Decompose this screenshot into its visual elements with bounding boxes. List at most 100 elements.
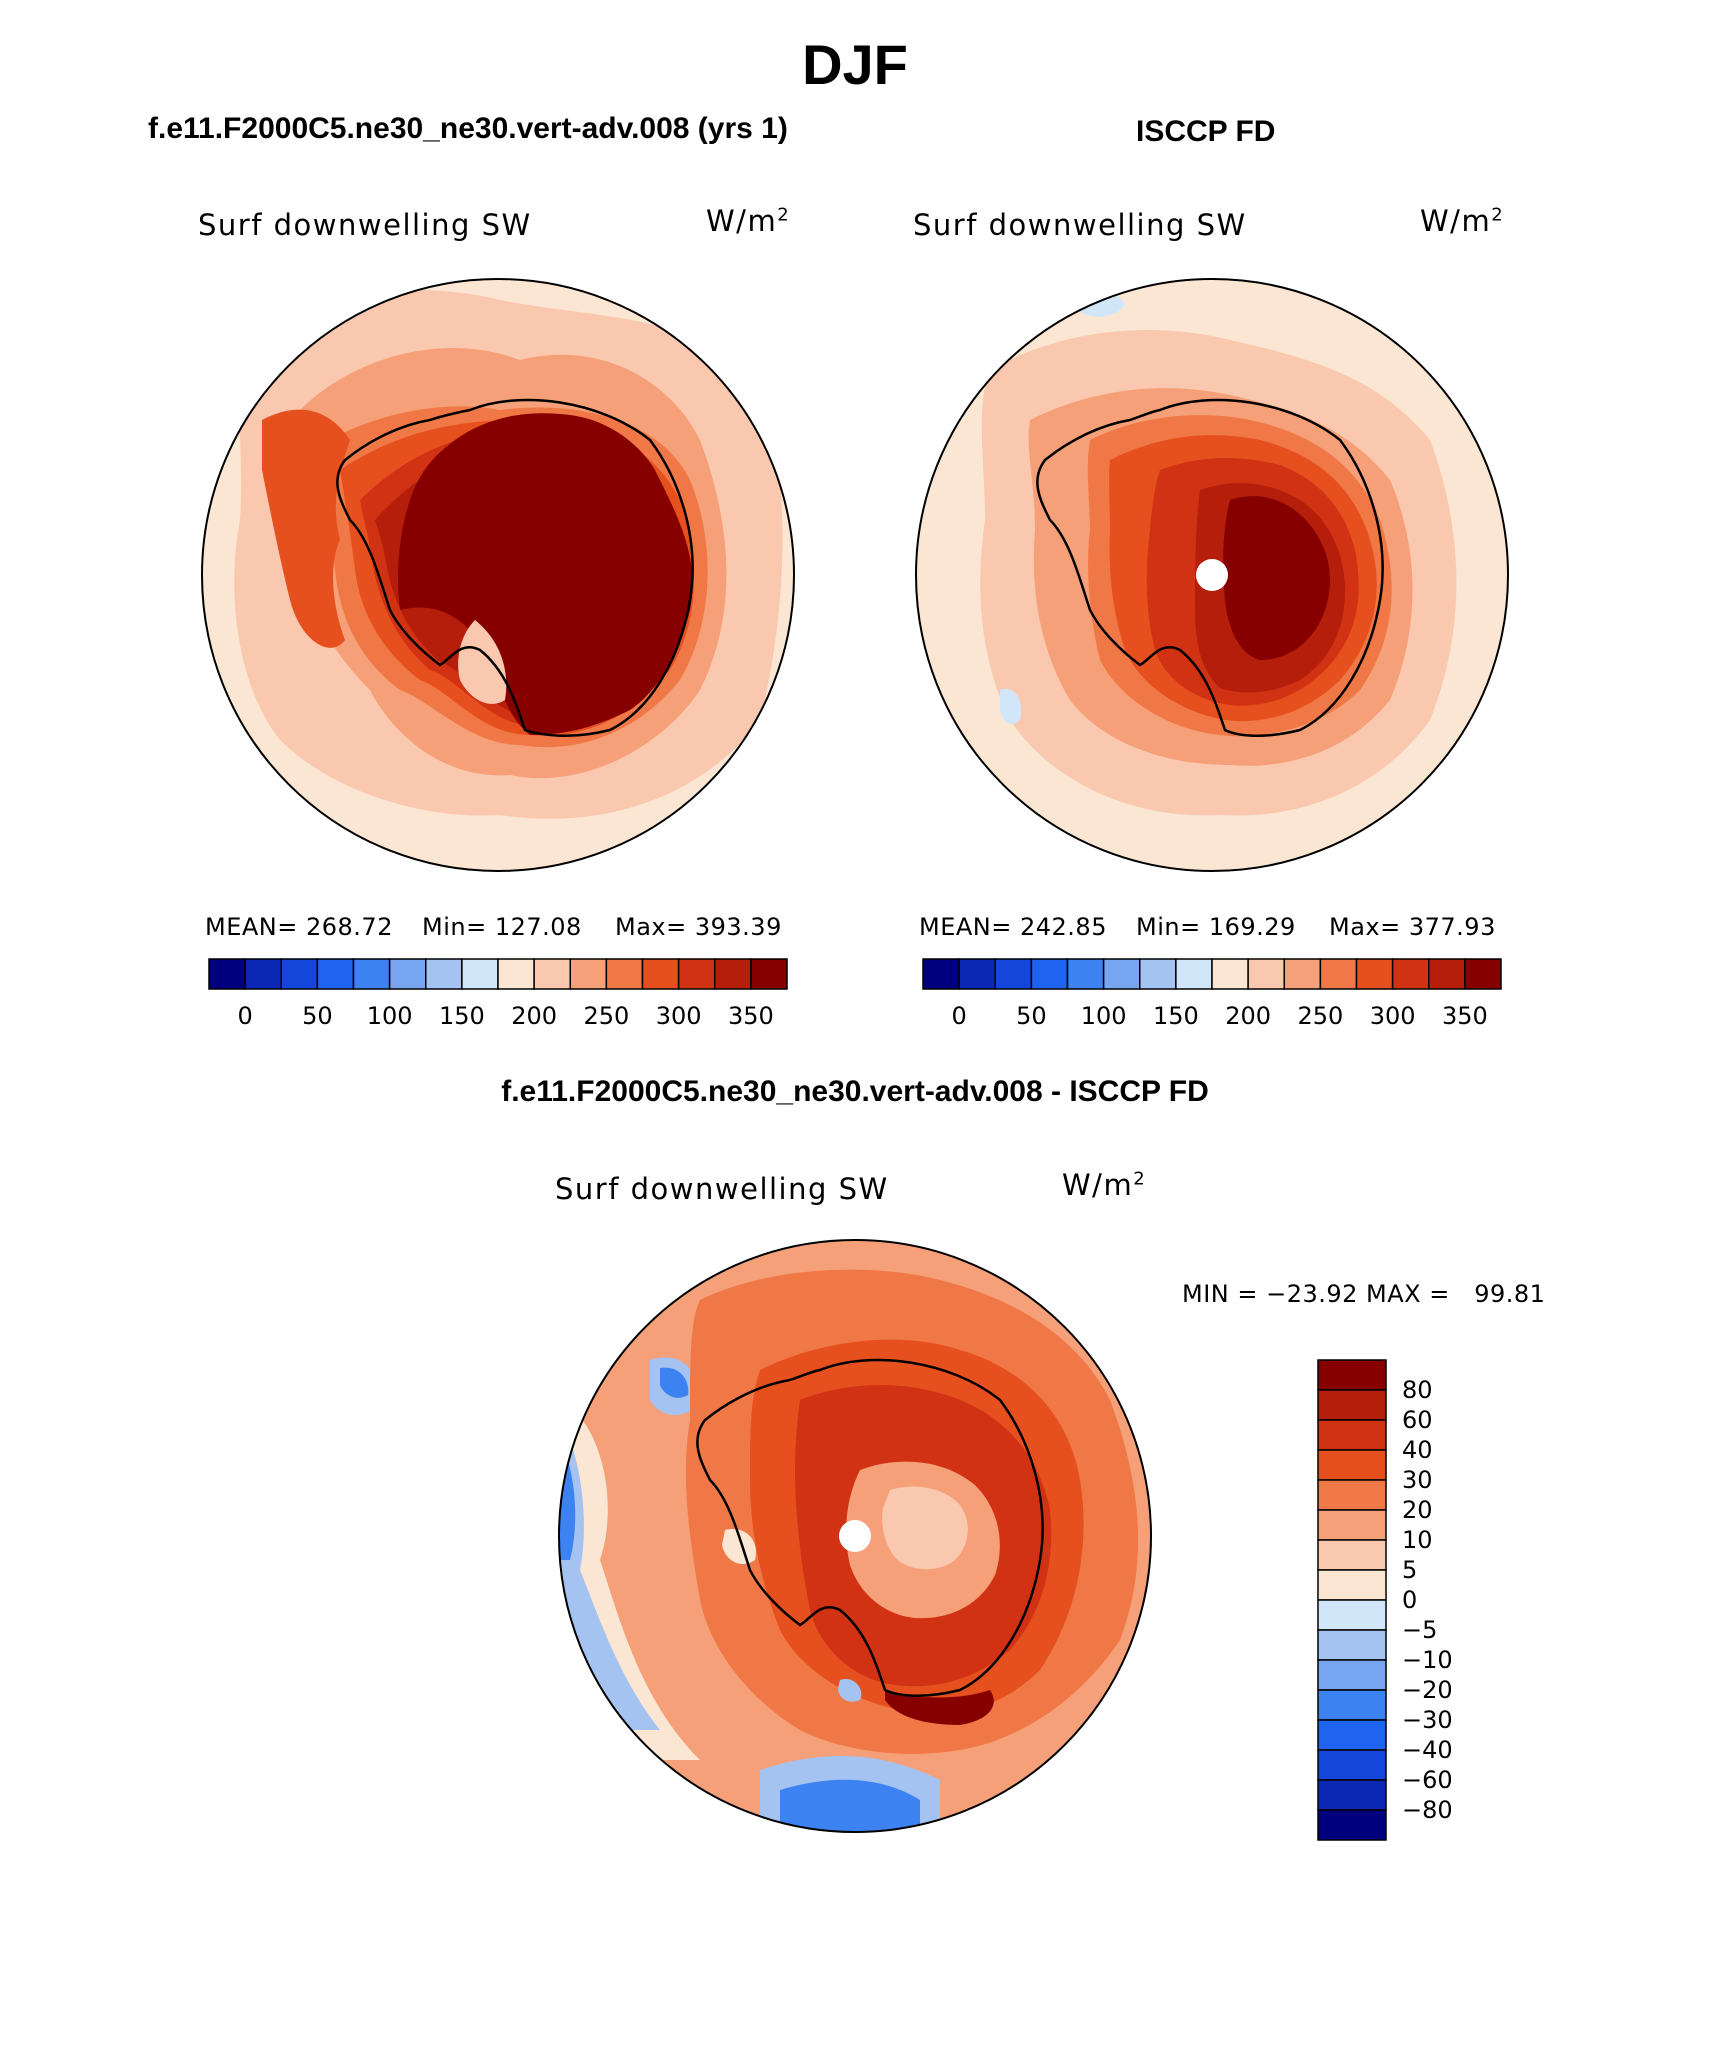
map-3-negative-patch-2 <box>660 1367 689 1398</box>
colorbar-difference-tick-label: 80 <box>1402 1376 1433 1404</box>
panel-1-units: W/m2 <box>706 204 790 238</box>
colorbar-obs-swatch <box>1175 958 1213 990</box>
colorbar-model-tick-label: 250 <box>583 1002 629 1030</box>
colorbar-obs-tick-label: 200 <box>1225 1002 1271 1030</box>
panel-2-variable-label: Surf downwelling SW <box>913 208 1247 242</box>
colorbar-difference-tick-label: −30 <box>1402 1706 1453 1734</box>
colorbar-model-swatch <box>497 958 535 990</box>
colorbar-obs-swatch <box>994 958 1033 990</box>
colorbar-model-tick-label: 350 <box>728 1002 774 1030</box>
panel-1-min: Min= 127.08 <box>422 913 582 941</box>
colorbar-obs-swatch <box>1211 958 1249 990</box>
colorbar-difference-swatch <box>1317 1629 1387 1661</box>
map-3-center-lower <box>882 1486 968 1570</box>
map-2-pole-missing <box>1196 559 1228 591</box>
figure-title: DJF <box>802 33 908 96</box>
panel-3-case-title: f.e11.F2000C5.ne30_ne30.vert-adv.008 - I… <box>501 1075 1209 1108</box>
map-2-contour-375 <box>1223 496 1330 660</box>
map-1-ross-sea <box>458 620 507 704</box>
panel-2-mean: MEAN= 242.85 <box>919 913 1107 941</box>
colorbar-difference-swatch <box>1317 1809 1387 1841</box>
colorbar-model-swatch <box>750 958 788 990</box>
map-3-contour-neg10 <box>560 1420 660 1730</box>
colorbar-difference-swatch <box>1317 1749 1387 1781</box>
map-3-contour-80 <box>885 1690 994 1725</box>
panel-1-max: Max= 393.39 <box>615 913 782 941</box>
colorbar-model-tick-label: 0 <box>237 1002 252 1030</box>
map-2-border <box>915 278 1509 872</box>
panel-2-units-sup: 2 <box>1491 204 1505 226</box>
colorbar-obs: 0 50 100 150 200 250 300 350 <box>922 958 1502 1030</box>
colorbar-obs-tick-label: 350 <box>1442 1002 1488 1030</box>
colorbar-difference-tick-label: −80 <box>1402 1796 1453 1824</box>
colorbar-difference-tick-label: −5 <box>1402 1616 1437 1644</box>
colorbar-difference-tick-label: −20 <box>1402 1676 1453 1704</box>
colorbar-obs-swatch <box>922 958 960 990</box>
map-2-antarctica-coastline <box>1036 398 1384 738</box>
panel-1-case-title: f.e11.F2000C5.ne30_ne30.vert-adv.008 (yr… <box>148 112 788 145</box>
panel-2-max: Max= 377.93 <box>1329 913 1496 941</box>
colorbar-model-tick-label: 50 <box>302 1002 333 1030</box>
colorbar-model-swatch <box>714 958 752 990</box>
colorbar-obs-tick-label: 100 <box>1081 1002 1127 1030</box>
colorbar-model-swatch <box>352 958 391 990</box>
colorbar-difference-tick-label: −10 <box>1402 1646 1453 1674</box>
colorbar-difference-swatch <box>1317 1539 1387 1571</box>
colorbar-obs-swatch <box>1464 958 1502 990</box>
colorbar-model-swatch <box>569 958 608 990</box>
colorbar-difference-swatch <box>1317 1449 1387 1481</box>
colorbar-model-swatch <box>425 958 463 990</box>
colorbar-obs-swatch <box>1066 958 1105 990</box>
colorbar-model-swatch <box>533 958 571 990</box>
panel-1-units-sup: 2 <box>777 204 791 226</box>
colorbar-difference-tick-label: −60 <box>1402 1766 1453 1794</box>
colorbar-difference-swatch <box>1317 1719 1387 1751</box>
map-3-border <box>558 1239 1152 1833</box>
map-1-contour-375 <box>398 413 693 735</box>
colorbar-difference-swatch <box>1317 1509 1387 1541</box>
colorbar-model-tick-label: 100 <box>367 1002 413 1030</box>
colorbar-obs-swatch <box>1428 958 1466 990</box>
panel-2-case-title: ISCCP FD <box>1136 115 1276 148</box>
panel-1-units-text: W/m <box>706 204 778 238</box>
colorbar-model-swatch <box>461 958 499 990</box>
colorbar-model-swatch <box>641 958 680 990</box>
colorbar-model-swatch <box>280 958 319 990</box>
map-model <box>202 279 794 871</box>
colorbar-obs-swatch <box>1355 958 1394 990</box>
map-3-pole-missing <box>839 1520 871 1552</box>
colorbar-difference-swatch <box>1317 1779 1387 1811</box>
colorbar-difference-tick-label: −40 <box>1402 1736 1453 1764</box>
panel-3-variable-label: Surf downwelling SW <box>555 1172 889 1206</box>
panel-2-units: W/m2 <box>1420 204 1504 238</box>
colorbar-difference-tick-label: 0 <box>1402 1586 1417 1614</box>
colorbar-difference-tick-label: 20 <box>1402 1496 1433 1524</box>
colorbar-obs-swatch <box>1030 958 1069 990</box>
colorbar-obs-tick-label: 0 <box>951 1002 966 1030</box>
colorbar-model-swatch <box>388 958 427 990</box>
map-3-antarctica-coastline <box>696 1358 1044 1698</box>
map-2-negative-patch-2 <box>999 689 1022 724</box>
map-1-antarctica-coastline <box>336 398 694 738</box>
colorbar-difference-swatch <box>1317 1419 1387 1451</box>
colorbar-model-swatch <box>244 958 282 990</box>
colorbar-difference-swatch <box>1317 1659 1387 1691</box>
colorbar-obs-swatch <box>1283 958 1322 990</box>
panel-3-units-text: W/m <box>1062 1168 1134 1202</box>
panel-2-units-text: W/m <box>1420 204 1492 238</box>
panel-3-units: W/m2 <box>1062 1168 1146 1202</box>
colorbar-difference-tick-label: 40 <box>1402 1436 1433 1464</box>
colorbar-difference-tick-label: 5 <box>1402 1556 1417 1584</box>
map-obs <box>916 279 1508 871</box>
panel-1-mean: MEAN= 268.72 <box>205 913 393 941</box>
colorbar-obs-tick-label: 50 <box>1016 1002 1047 1030</box>
colorbar-model-swatch <box>208 958 246 990</box>
panel-1-variable-label: Surf downwelling SW <box>198 208 532 242</box>
colorbar-obs-tick-label: 300 <box>1370 1002 1416 1030</box>
colorbar-difference-swatch <box>1317 1569 1387 1601</box>
panel-3-minmax: MIN = −23.92 MAX = 99.81 <box>1182 1280 1546 1308</box>
map-difference <box>559 1240 1151 1832</box>
colorbar-difference-swatch <box>1317 1599 1387 1631</box>
